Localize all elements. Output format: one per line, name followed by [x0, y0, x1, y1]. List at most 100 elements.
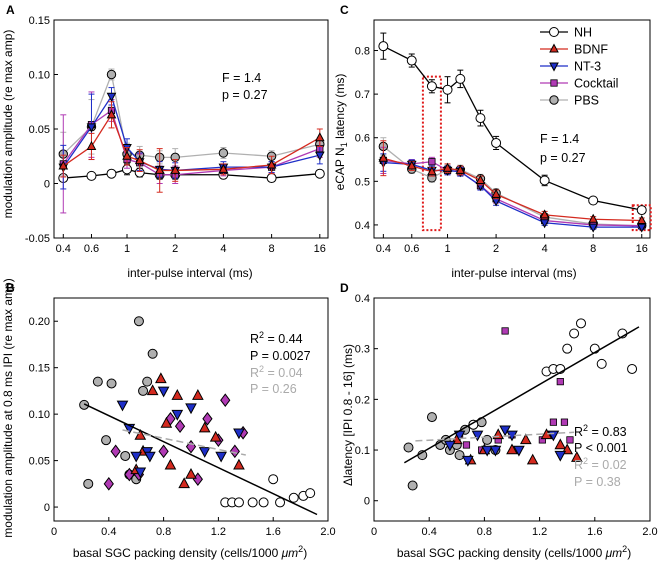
panel-b-points-nh: [220, 474, 316, 508]
panel-b-ytick-label-0-15: 0.15: [29, 363, 50, 375]
panel-d-point-bdnf-4: [506, 443, 518, 455]
panel-d-xtick-label-0: 0: [371, 526, 377, 538]
panel-a-ylabel: modulation amplitude (re max amp): [1, 30, 15, 219]
panel-b-axes-frame: [53, 297, 329, 522]
panel-d-point-nh-5: [569, 328, 580, 339]
panel-c-point-nh-7: [539, 175, 550, 186]
panel-a-point-nh-1: [86, 170, 97, 181]
panel-c-point-nh-0: [378, 41, 389, 52]
panel-b-point-nt-3-0: [116, 400, 129, 412]
panel-a-ytick-label-0-05: -0.05: [25, 233, 50, 245]
panel-a-point-bdnf-7: [218, 163, 229, 173]
panel-c-legend-marker-pbs: [549, 95, 559, 105]
panel-b-point-cocktail-11: [220, 393, 231, 408]
panel-b-point-nh-4: [258, 497, 269, 508]
panel-d-point-bdnf-10: [571, 451, 583, 462]
panel-c-xtick-label-0-6: 0.6: [404, 243, 419, 255]
panel-b-point-pbs-1: [83, 478, 94, 489]
panel-b-point-bdnf-10: [192, 389, 204, 400]
panel-d-r2-gray: R2 = 0.02: [574, 456, 627, 472]
panel-d-point-pbs-3: [426, 412, 437, 423]
panel-c-point-bdnf-0: [378, 152, 389, 162]
panel-b-point-bdnf-8: [178, 477, 190, 489]
panel-b-point-pbs-10: [142, 376, 153, 387]
panel-d-p-black: P < 0.001: [574, 441, 628, 455]
panel-a-point-bdnf-4: [134, 155, 145, 165]
panel-b-xtick-label-1-6: 1.6: [266, 526, 281, 538]
panel-d-point-cocktail-8: [556, 378, 564, 386]
panel-c-point-nh-6: [491, 137, 502, 148]
panel-b-point-nt-3-6: [157, 386, 170, 398]
panel-b-point-cocktail-4: [158, 444, 169, 459]
panel-d-point-nh-6: [576, 318, 586, 329]
panel-d-ytick-label-0: 0: [364, 496, 370, 508]
panel-b-points-cocktail: [103, 393, 249, 491]
panel-a-xtick-label-8: 8: [269, 243, 275, 255]
panel-c-legend-marker-nt-3: [549, 62, 559, 72]
panel-b-xtick-label-0-4: 0.4: [101, 526, 116, 538]
panel-b-point-nt-3-9: [198, 447, 211, 458]
panel-b-point-pbs-11: [147, 348, 158, 359]
panel-b-point-pbs-5: [120, 450, 131, 461]
panel-b-point-pbs-9: [138, 385, 149, 396]
panel-a-point-bdnf-2: [106, 109, 117, 119]
panel-b-point-bdnf-3: [146, 384, 159, 396]
panel-c-point-nh-2: [426, 81, 437, 92]
panel-b-point-nh-2: [233, 497, 244, 508]
panel-c-point-nh-4: [455, 73, 466, 84]
panel-c-axes-frame: [373, 19, 651, 239]
panel-d-point-nt-3-5: [489, 445, 502, 457]
panel-b-point-nt-3-7: [171, 409, 184, 421]
panel-c-point-nh-5: [475, 113, 486, 124]
panel-c-point-nh-3: [442, 84, 453, 95]
panel-b-ytick-label-0-1: 0.10: [29, 409, 50, 421]
panel-c-series-bdnf: [378, 140, 647, 225]
panel-d-point-nt-3-4: [481, 445, 493, 457]
panel-c-stat-p: p = 0.27: [540, 151, 586, 165]
panel-b-xtick-label-0: 0: [51, 526, 57, 538]
panel-b-point-cocktail-6: [174, 419, 186, 434]
panel-a-series-bdnf: [58, 101, 325, 193]
panel-d-axes-frame: [373, 297, 651, 522]
panel-c-ytick-label-0-8: 0.8: [355, 46, 370, 58]
panel-b-point-bdnf-7: [171, 389, 184, 400]
panel-d-point-cocktail-1: [462, 441, 471, 449]
panel-b-point-nt-3-2: [130, 451, 143, 463]
panel-c-legend-label-bdnf: BDNF: [574, 43, 608, 57]
panel-c-point-bdnf-8: [588, 213, 599, 223]
panel-b-point-bdnf-1: [134, 428, 147, 440]
panel-c-legend-marker-nh: [549, 27, 559, 37]
panel-d-ytick-label-0-1: 0.1: [355, 445, 370, 457]
panel-d-point-nt-3-2: [462, 455, 474, 467]
panel-c-point-nt-3-7: [539, 219, 550, 229]
panel-a-stat-p: p = 0.27: [222, 88, 268, 102]
panel-d-point-bdnf-5: [519, 433, 532, 445]
panel-c-chart: 0.4 0.6 1 2 4 8 16 0.4 0.5 0.6 0.7 0.8 NH BDNF NT-3 Coc…: [355, 19, 652, 255]
panel-c-series-pbs: [378, 137, 647, 231]
panel-a-xtick-label-0-6: 0.6: [84, 243, 99, 255]
panel-c-point-bdnf-4: [455, 164, 466, 174]
panel-c-xtick-label-2: 2: [493, 243, 499, 255]
panel-c-xlabel: inter-pulse interval (ms): [451, 266, 576, 280]
panel-b-point-nt-3-8: [185, 403, 197, 415]
panel-d-point-bdnf-6: [526, 453, 539, 465]
panel-a-point-bdnf-5: [154, 164, 165, 174]
panel-b-point-pbs-0: [79, 399, 90, 410]
panel-b-point-nh-5: [268, 474, 279, 485]
panel-b-r2-black: R2 = 0.44: [250, 330, 303, 346]
panel-b-point-bdnf-11: [198, 421, 211, 433]
panel-b-point-nt-3-3: [134, 467, 147, 479]
panel-c-series-cocktail: [379, 146, 646, 230]
panel-b-xtick-label-0-8: 0.8: [156, 526, 171, 538]
panel-b-point-cocktail-9: [202, 411, 213, 426]
panel-c-point-nh-1: [406, 55, 417, 66]
panel-c-point-bdnf-7: [539, 209, 550, 219]
panel-c-line-bdnf: [383, 157, 642, 222]
panel-b-xtick-label-1-2: 1.2: [211, 526, 226, 538]
panel-b-p-black: P = 0.0027: [250, 349, 311, 363]
panel-d-p-gray: P = 0.38: [574, 475, 621, 489]
panel-d-point-nh-4: [562, 343, 573, 354]
panel-b-point-bdnf-6: [164, 458, 177, 470]
panel-d-point-nt-3-3: [471, 430, 484, 442]
panel-a-point-bdnf-6: [170, 164, 181, 174]
